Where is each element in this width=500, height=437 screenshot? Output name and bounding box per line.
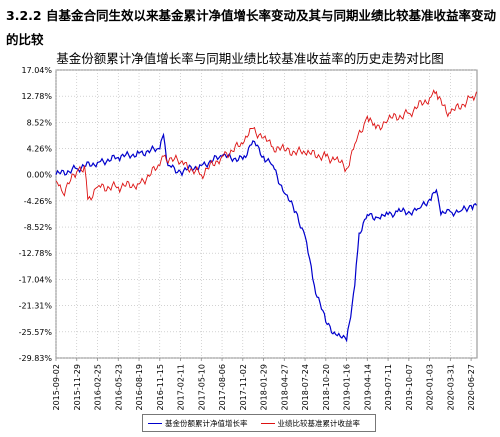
x-tick-label: 2016-08-19: [135, 364, 144, 411]
y-tick-label: -25.57%: [19, 328, 53, 337]
y-tick-labels: 17.04% 12.78% 8.52% 4.26% 0.00% -4.26% -8.52% -…: [19, 66, 53, 363]
series-line-fund: [55, 132, 477, 343]
x-tick-label: 2018-07-24: [301, 364, 310, 411]
series-line-benchmark: [55, 89, 477, 201]
x-tick-label: 2017-08-06: [218, 364, 227, 411]
x-tick-label: 2019-10-07: [405, 364, 414, 411]
y-tick-label: -12.78%: [19, 249, 53, 258]
legend-item-fund: 基金份额累计净值增长率: [148, 418, 248, 429]
y-tick-label: -8.52%: [24, 223, 53, 232]
x-tick-label: 2016-05-23: [114, 364, 123, 411]
series-layer: [55, 89, 477, 343]
x-tick-label: 2019-01-16: [343, 364, 352, 411]
x-tick-label: 2018-04-27: [280, 364, 289, 411]
x-tick-label: 2017-11-02: [239, 364, 248, 411]
x-tick-label: 2015-11-29: [73, 364, 82, 411]
legend-label-benchmark: 业绩比较基准累计收益率: [277, 418, 361, 428]
y-tick-label: -29.83%: [19, 354, 53, 363]
section-heading: 3.2.2 自基金合同生效以来基金累计净值增长率变动及其与同期业绩比较基准收益率…: [6, 8, 496, 47]
y-tick-label: 8.52%: [27, 118, 53, 127]
x-tick-label: 2019-04-14: [363, 364, 372, 411]
plot-frame: [55, 69, 478, 359]
x-tick-label: 2016-02-25: [94, 364, 103, 411]
x-tick-label: 2020-03-31: [446, 364, 455, 411]
legend-label-fund: 基金份额累计净值增长率: [165, 418, 248, 428]
y-tick-label: -4.26%: [24, 197, 53, 206]
x-tick-label: 2015-09-02: [52, 364, 61, 411]
y-tick-label: 4.26%: [27, 145, 53, 154]
x-tick-labels: 2015-09-02 2015-11-29 2016-02-25 2016-05-23…: [52, 364, 476, 411]
y-tick-label: 17.04%: [21, 66, 52, 75]
y-tick-label: 12.78%: [21, 92, 52, 101]
x-tick-label: 2019-07-11: [384, 364, 393, 411]
x-tick-label: 2018-10-20: [322, 364, 331, 411]
grid-layer: [55, 69, 478, 361]
x-tick-label: 2017-02-11: [177, 364, 186, 411]
x-tick-label: 2016-11-15: [156, 364, 165, 411]
x-tick-label: 2017-05-10: [197, 364, 206, 411]
x-tick-label: 2020-01-03: [426, 364, 435, 411]
legend-item-benchmark: 业绩比较基准累计收益率: [260, 418, 361, 429]
legend-swatch-benchmark: [260, 422, 275, 424]
x-tick-label: 2018-01-29: [260, 364, 269, 411]
legend-swatch-fund: [148, 422, 162, 424]
y-tick-label: 0.00%: [27, 171, 53, 180]
chart-title: 基金份额累计净值增长率与同期业绩比较基准收益率的历史走势对比图: [56, 51, 444, 66]
y-tick-label: -17.04%: [19, 275, 53, 284]
y-tick-label: -21.31%: [19, 302, 53, 311]
chart-legend: 基金份额累计净值增长率 业绩比较基准累计收益率: [142, 414, 376, 432]
x-tick-label: 2020-06-27: [467, 364, 476, 411]
